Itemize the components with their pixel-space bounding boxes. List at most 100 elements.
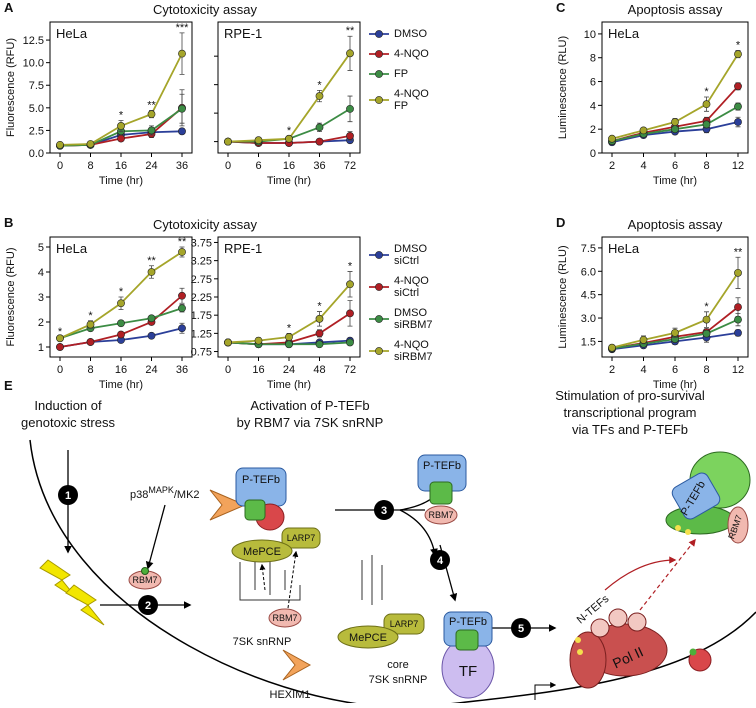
legend-entry: 4-NQO siRBM7 xyxy=(368,339,448,363)
data-point xyxy=(86,338,95,346)
significance: * xyxy=(119,286,124,298)
data-point xyxy=(315,137,324,146)
y-tick-label: 1 xyxy=(38,342,44,354)
y-tick-label: 4 xyxy=(590,100,596,112)
legend-marker xyxy=(375,283,383,291)
phospho xyxy=(685,529,691,535)
data-point xyxy=(117,319,125,328)
significance: ** xyxy=(178,236,187,248)
data-point xyxy=(734,102,742,111)
legend-box: DMSO siCtrl 4-NQO siCtrl DMSO siRBM7 4-NQO … xyxy=(368,243,448,363)
data-point xyxy=(178,304,186,313)
heading: transcriptional program xyxy=(564,405,697,420)
data-point xyxy=(315,123,324,132)
phospho xyxy=(575,637,581,643)
data-point xyxy=(147,331,156,340)
cyclin-shape xyxy=(429,481,453,505)
legend-label: DMSO xyxy=(394,28,427,40)
legend-box: DMSO 4-NQO FP 4-NQO FP xyxy=(368,28,448,112)
tf-label: TF xyxy=(459,663,477,680)
x-tick-label: 16 xyxy=(115,364,127,376)
significance: * xyxy=(88,310,93,322)
y-tick-label: 3 xyxy=(38,292,44,304)
core-label: core xyxy=(387,659,408,671)
chart-label: RPE-1 xyxy=(224,26,262,41)
snrnp-label: 7SK snRNP xyxy=(233,636,292,648)
cyclin-shape xyxy=(244,499,266,521)
x-tick-label: 0 xyxy=(57,364,63,376)
data-point xyxy=(346,309,354,318)
kinase-sup: MAPK xyxy=(148,485,174,495)
legend-swatch xyxy=(369,50,389,58)
chart-label: HeLa xyxy=(56,241,88,256)
significance: *** xyxy=(176,22,190,34)
rbm7 xyxy=(727,506,749,544)
mepce-shape xyxy=(231,539,293,563)
y-tick-label: 5.0 xyxy=(29,103,44,115)
x-tick-label: 6 xyxy=(672,364,678,376)
x-tick-label: 4 xyxy=(640,364,646,376)
kinase-rest: /MK2 xyxy=(174,489,200,501)
data-point xyxy=(671,118,679,126)
chart-title: Cytotoxicity assay xyxy=(153,217,258,232)
data-point xyxy=(178,49,186,58)
x-axis-label: Time (hr) xyxy=(267,379,311,391)
panel-label: C xyxy=(556,0,566,15)
x-tick-label: 12 xyxy=(732,160,744,172)
x-tick-label: 72 xyxy=(344,160,356,172)
data-point xyxy=(315,329,324,338)
y-tick-label: 4.5 xyxy=(581,290,596,302)
mepce-shape xyxy=(337,625,399,649)
legend-swatch xyxy=(369,315,389,323)
legend-label: DMSO siCtrl xyxy=(394,243,427,267)
legend-swatch xyxy=(369,30,389,38)
pol2-shape xyxy=(569,631,607,689)
y-tick-label: 6.0 xyxy=(581,266,596,278)
data-point xyxy=(117,134,125,143)
x-tick-label: 24 xyxy=(283,364,295,376)
legend-marker xyxy=(375,70,383,78)
data-point xyxy=(639,126,648,135)
step-number: 1 xyxy=(65,490,71,502)
data-point xyxy=(702,329,711,338)
data-point xyxy=(346,132,354,140)
data-point xyxy=(56,343,64,351)
data-point xyxy=(117,121,125,130)
legend-swatch xyxy=(369,347,389,355)
lightning xyxy=(65,584,105,626)
data-point xyxy=(285,333,293,341)
data-point xyxy=(346,49,354,58)
snrnp-label: 7SK snRNP xyxy=(369,674,428,686)
data-point xyxy=(608,343,616,352)
data-point xyxy=(285,134,293,143)
x-tick-label: 12 xyxy=(732,364,744,376)
larp7-shape xyxy=(281,527,321,549)
legend-label: DMSO siRBM7 xyxy=(394,307,433,331)
y-tick-label: 3.75 xyxy=(191,237,212,249)
step-circle xyxy=(58,485,78,505)
y-tick-label: 2.75 xyxy=(191,274,212,286)
data-point xyxy=(147,314,156,323)
data-point xyxy=(671,125,679,134)
phospho xyxy=(141,567,149,575)
mepce-label: MePCE xyxy=(349,632,387,644)
step-circle xyxy=(374,500,394,520)
y-tick-label: 10.0 xyxy=(23,58,44,70)
x-tick-label: 8 xyxy=(703,160,709,172)
legend-entry: DMSO siCtrl xyxy=(368,243,448,267)
x-tick-label: 8 xyxy=(87,364,93,376)
x-tick-label: 2 xyxy=(609,160,615,172)
data-point xyxy=(639,335,648,344)
y-tick-label: 0.75 xyxy=(191,347,212,359)
legend-marker xyxy=(375,96,383,104)
significance: * xyxy=(348,261,353,273)
ntef xyxy=(627,612,647,632)
rbm7-label: RBM7 xyxy=(132,575,157,585)
data-point xyxy=(734,118,742,126)
data-point xyxy=(702,120,711,129)
data-point xyxy=(56,140,64,149)
x-axis-label: Time (hr) xyxy=(99,175,143,187)
legend-entry: DMSO xyxy=(368,28,448,40)
chart-title: Apoptosis assay xyxy=(628,2,723,17)
